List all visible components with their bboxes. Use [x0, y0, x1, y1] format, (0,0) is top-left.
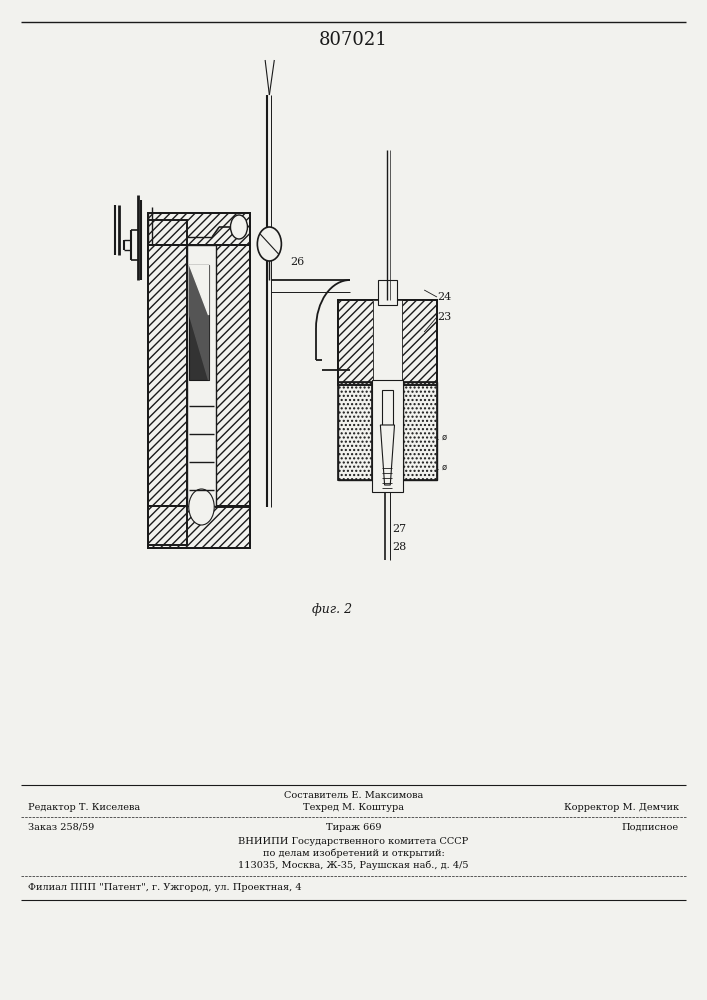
Text: 113035, Москва, Ж-35, Раушская наб., д. 4/5: 113035, Москва, Ж-35, Раушская наб., д. …: [238, 860, 469, 870]
Text: Составитель Е. Максимова: Составитель Е. Максимова: [284, 790, 423, 800]
Bar: [382, 390, 393, 425]
Polygon shape: [189, 265, 209, 380]
Text: Техред М. Коштура: Техред М. Коштура: [303, 802, 404, 812]
Bar: [216, 245, 250, 507]
Text: 23: 23: [437, 312, 451, 322]
Bar: [148, 213, 250, 245]
Bar: [373, 300, 402, 385]
Text: ø: ø: [442, 463, 447, 472]
Text: ВНИИПИ Государственного комитета СССР: ВНИИПИ Государственного комитета СССР: [238, 836, 469, 846]
Text: ø: ø: [442, 433, 447, 442]
Bar: [373, 300, 402, 395]
Text: 26: 26: [290, 257, 304, 267]
Text: 807021: 807021: [319, 31, 388, 49]
Text: Корректор М. Демчик: Корректор М. Демчик: [563, 802, 679, 812]
Bar: [403, 382, 437, 480]
Bar: [148, 220, 187, 545]
Circle shape: [257, 227, 281, 261]
Text: по делам изобретений и открытий:: по делам изобретений и открытий:: [262, 848, 445, 858]
Text: фиг. 2: фиг. 2: [312, 603, 352, 616]
Text: Тираж 669: Тираж 669: [326, 822, 381, 832]
Text: Подписное: Подписное: [621, 822, 679, 832]
Bar: [148, 220, 187, 545]
Bar: [189, 265, 209, 380]
Bar: [148, 506, 250, 548]
Bar: [378, 280, 397, 305]
Polygon shape: [380, 425, 395, 485]
Bar: [187, 245, 216, 506]
Bar: [148, 213, 250, 245]
Bar: [338, 300, 437, 385]
Text: 28: 28: [392, 542, 407, 552]
Text: Редактор Т. Киселева: Редактор Т. Киселева: [28, 802, 141, 812]
Text: Филиал ППП "Патент", г. Ужгород, ул. Проектная, 4: Филиал ППП "Патент", г. Ужгород, ул. Про…: [28, 882, 302, 892]
Circle shape: [230, 215, 247, 239]
Circle shape: [189, 489, 214, 525]
Bar: [403, 382, 437, 480]
Text: 25: 25: [371, 332, 385, 342]
Text: 24: 24: [437, 292, 451, 302]
Bar: [338, 382, 372, 480]
Text: Заказ 258/59: Заказ 258/59: [28, 822, 95, 832]
Bar: [148, 506, 250, 548]
Text: 27: 27: [392, 524, 407, 534]
Polygon shape: [189, 265, 209, 315]
Bar: [338, 300, 437, 385]
Bar: [216, 245, 250, 507]
Bar: [338, 382, 372, 480]
Bar: [372, 380, 403, 492]
